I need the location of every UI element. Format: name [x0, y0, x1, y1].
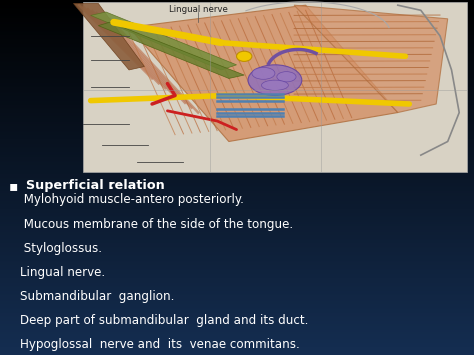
Text: Mucous membrane of the side of the tongue.: Mucous membrane of the side of the tongu…: [20, 218, 293, 231]
Text: Deep part of submandibular  gland and its duct.: Deep part of submandibular gland and its…: [20, 314, 309, 327]
Polygon shape: [98, 22, 244, 78]
Text: Mylohyoid muscle-antero posteriorly.: Mylohyoid muscle-antero posteriorly.: [20, 193, 244, 207]
Ellipse shape: [262, 80, 288, 91]
Text: Styloglossus.: Styloglossus.: [20, 242, 102, 255]
Ellipse shape: [277, 72, 296, 82]
Polygon shape: [129, 5, 398, 142]
Text: :: :: [109, 179, 114, 192]
Text: Lingual nerve.: Lingual nerve.: [20, 266, 106, 279]
Polygon shape: [73, 4, 145, 70]
Bar: [83, 2, 467, 172]
Text: Superficial relation: Superficial relation: [26, 179, 165, 192]
Text: Lingual nerve: Lingual nerve: [169, 5, 228, 14]
Polygon shape: [91, 12, 237, 70]
Ellipse shape: [248, 65, 302, 95]
Ellipse shape: [237, 51, 252, 61]
Ellipse shape: [252, 67, 275, 79]
Text: Hypoglossal  nerve and  its  venae commitans.: Hypoglossal nerve and its venae commitan…: [20, 338, 300, 351]
Text: ▪: ▪: [9, 179, 18, 193]
Text: Submandibular  ganglion.: Submandibular ganglion.: [20, 290, 175, 303]
Polygon shape: [294, 5, 447, 113]
